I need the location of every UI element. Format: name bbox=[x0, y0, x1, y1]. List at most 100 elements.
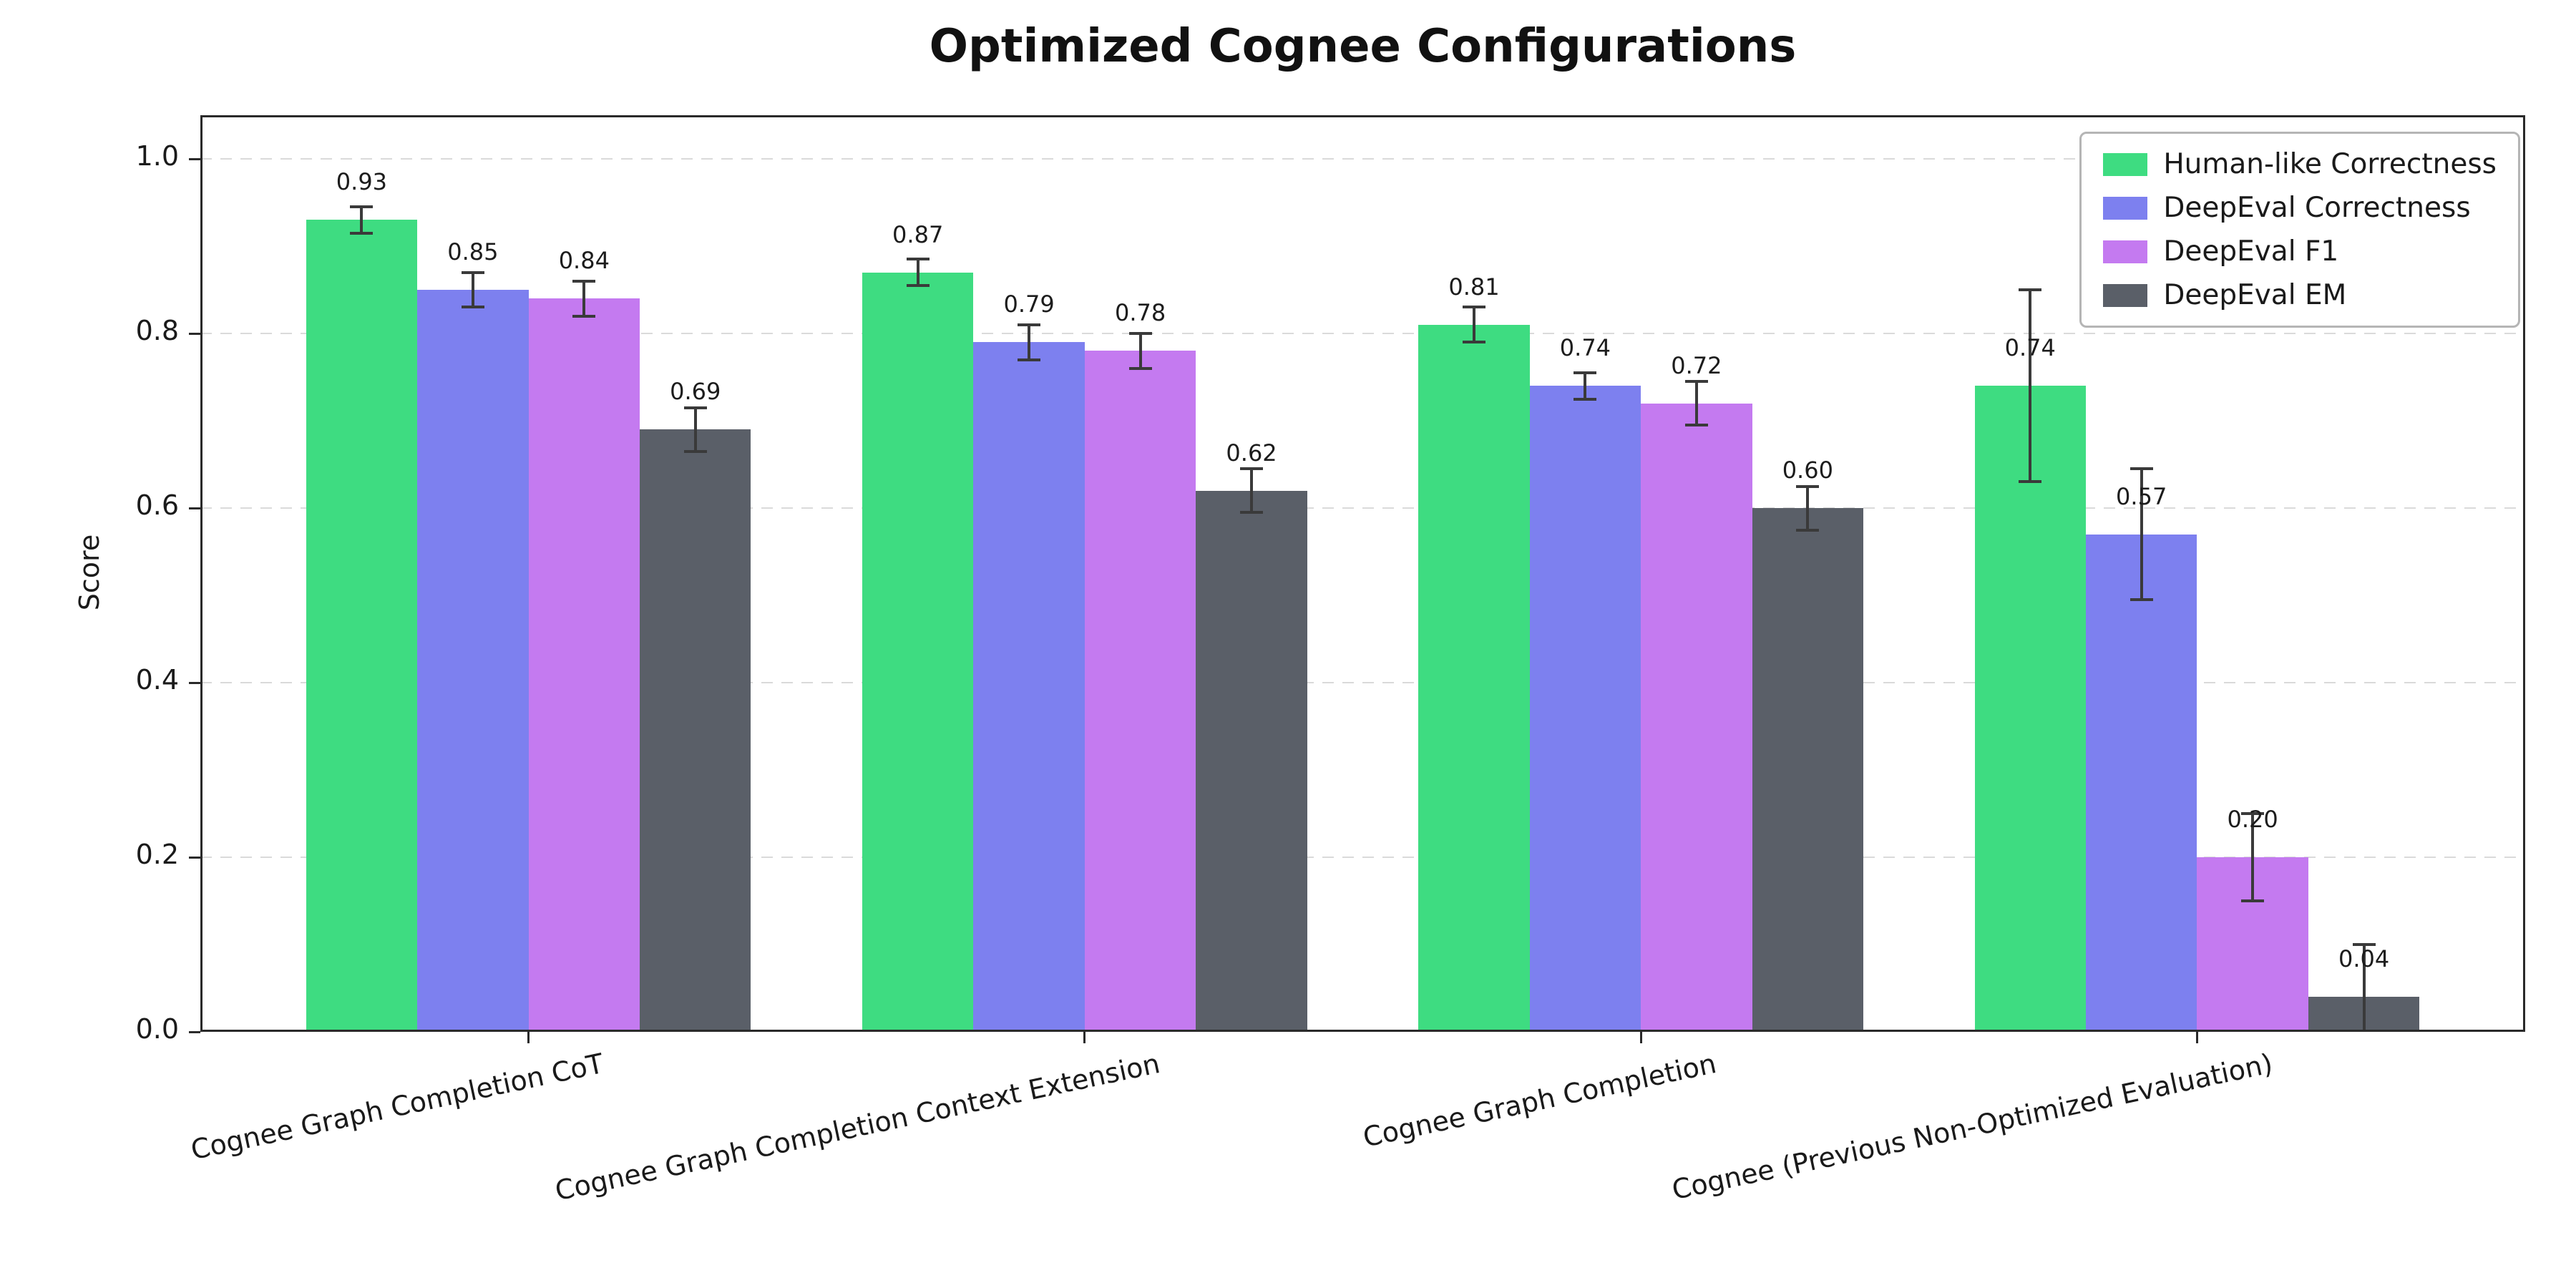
bar-0-3 bbox=[1974, 386, 2086, 1032]
bar-1-2 bbox=[1529, 386, 1641, 1032]
y-axis-label: Score bbox=[74, 534, 105, 611]
error-cap-top bbox=[572, 279, 596, 283]
bar-value-label: 0.79 bbox=[1003, 291, 1055, 318]
error-cap-bottom bbox=[572, 314, 596, 318]
error-bar bbox=[1806, 486, 1810, 530]
legend-swatch bbox=[2103, 283, 2148, 307]
legend-swatch bbox=[2103, 196, 2148, 220]
bar-value-label: 0.04 bbox=[2338, 945, 2390, 973]
error-cap-bottom bbox=[906, 283, 930, 287]
error-cap-top bbox=[2352, 943, 2376, 946]
error-cap-bottom bbox=[1018, 358, 1041, 361]
bar-2-2 bbox=[1641, 403, 1752, 1032]
x-tick-label: Cognee Graph Completion bbox=[1360, 1048, 1719, 1153]
error-bar bbox=[2251, 814, 2255, 901]
legend-label: DeepEval Correctness bbox=[2163, 192, 2471, 224]
gridline bbox=[200, 682, 2525, 683]
bar-0-0 bbox=[306, 220, 418, 1032]
error-cap-top bbox=[1684, 380, 1708, 384]
bar-3-1 bbox=[1196, 490, 1307, 1032]
error-bar bbox=[2140, 469, 2143, 600]
error-cap-bottom bbox=[461, 306, 484, 309]
error-cap-top bbox=[1018, 323, 1041, 326]
gridline bbox=[200, 857, 2525, 858]
error-cap-top bbox=[1574, 371, 1597, 374]
y-tick-mark bbox=[189, 681, 200, 684]
error-bar bbox=[582, 280, 586, 316]
bar-0-2 bbox=[1418, 324, 1530, 1032]
bar-value-label: 0.20 bbox=[2227, 806, 2278, 833]
error-cap-bottom bbox=[1462, 341, 1485, 344]
error-cap-top bbox=[2129, 467, 2153, 471]
error-bar bbox=[471, 272, 474, 308]
bar-value-label: 0.60 bbox=[1782, 457, 1833, 484]
gridline bbox=[200, 158, 2525, 160]
error-cap-top bbox=[2019, 288, 2042, 291]
error-cap-bottom bbox=[1796, 528, 1820, 532]
legend-swatch bbox=[2103, 240, 2148, 263]
y-tick-label: 1.0 bbox=[135, 140, 179, 172]
error-cap-top bbox=[906, 258, 930, 261]
error-cap-top bbox=[350, 205, 374, 209]
error-cap-bottom bbox=[2019, 480, 2042, 484]
error-cap-top bbox=[683, 406, 707, 409]
error-bar bbox=[1250, 469, 1254, 513]
error-bar bbox=[360, 207, 364, 233]
error-cap-bottom bbox=[2129, 598, 2153, 602]
chart-title: Optimized Cognee Configurations bbox=[929, 20, 1797, 73]
error-bar bbox=[1694, 381, 1698, 426]
bar-value-label: 0.72 bbox=[1671, 351, 1722, 379]
error-bar bbox=[2362, 945, 2366, 1032]
legend-swatch bbox=[2103, 152, 2148, 176]
error-cap-bottom bbox=[1684, 424, 1708, 427]
bar-0-1 bbox=[862, 272, 974, 1032]
y-tick-label: 0.6 bbox=[135, 489, 179, 521]
error-cap-bottom bbox=[1240, 511, 1264, 514]
error-bar bbox=[1138, 333, 1142, 369]
bar-value-label: 0.85 bbox=[447, 238, 499, 265]
y-tick-mark bbox=[189, 856, 200, 859]
error-bar bbox=[1584, 372, 1587, 399]
y-tick-label: 0.2 bbox=[135, 839, 179, 870]
bar-1-0 bbox=[417, 290, 529, 1032]
error-bar bbox=[693, 407, 697, 452]
bar-2-0 bbox=[528, 298, 640, 1032]
bar-value-label: 0.81 bbox=[1448, 273, 1500, 301]
bar-1-1 bbox=[973, 342, 1085, 1032]
error-cap-top bbox=[1462, 306, 1485, 309]
y-tick-label: 0.4 bbox=[135, 664, 179, 696]
x-tick-label: Cognee Graph Completion Context Extensio… bbox=[552, 1048, 1163, 1207]
x-tick-mark bbox=[1083, 1032, 1086, 1043]
error-cap-bottom bbox=[350, 231, 374, 235]
x-tick-label: Cognee (Previous Non-Optimized Evaluatio… bbox=[1669, 1048, 2275, 1206]
error-bar bbox=[2029, 290, 2032, 482]
bar-3-2 bbox=[1752, 508, 1864, 1032]
error-cap-bottom bbox=[683, 449, 707, 453]
bar-value-label: 0.78 bbox=[1114, 299, 1166, 327]
error-cap-top bbox=[1796, 484, 1820, 488]
error-cap-top bbox=[461, 270, 484, 274]
legend-item: DeepEval Correctness bbox=[2103, 192, 2497, 224]
error-cap-top bbox=[2241, 812, 2265, 815]
bar-value-label: 0.57 bbox=[2116, 482, 2167, 510]
legend-label: DeepEval EM bbox=[2163, 279, 2347, 311]
error-cap-bottom bbox=[1128, 366, 1152, 370]
legend: Human-like Correctness DeepEval Correctne… bbox=[2079, 132, 2520, 328]
y-tick-label: 0.8 bbox=[135, 315, 179, 346]
y-tick-mark bbox=[189, 507, 200, 509]
x-tick-mark bbox=[527, 1032, 530, 1043]
bar-value-label: 0.93 bbox=[336, 168, 388, 196]
y-tick-mark bbox=[189, 157, 200, 160]
bar-2-1 bbox=[1084, 351, 1196, 1032]
y-tick-mark bbox=[189, 1030, 200, 1033]
error-bar bbox=[1472, 307, 1475, 343]
x-tick-mark bbox=[2195, 1032, 2198, 1043]
legend-item: Human-like Correctness bbox=[2103, 148, 2497, 180]
legend-label: DeepEval F1 bbox=[2163, 235, 2339, 268]
x-tick-label: Cognee Graph Completion CoT bbox=[188, 1048, 607, 1166]
bar-value-label: 0.74 bbox=[2004, 334, 2056, 362]
error-cap-bottom bbox=[1574, 397, 1597, 401]
legend-item: DeepEval F1 bbox=[2103, 235, 2497, 268]
bar-value-label: 0.87 bbox=[892, 220, 944, 248]
